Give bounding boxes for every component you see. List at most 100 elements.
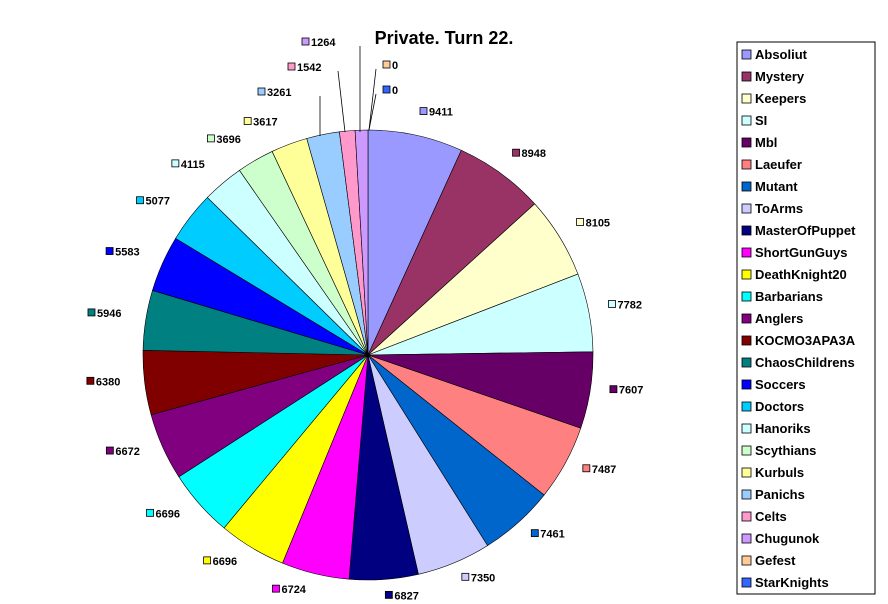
legend-label: Kurbuls [755, 465, 804, 480]
data-label-mbl: 7607 [609, 385, 643, 397]
legend-swatch [741, 533, 752, 544]
legend-swatch [741, 181, 752, 192]
data-label-chugunok: 1264 [301, 37, 336, 49]
legend-label: Mbl [755, 135, 777, 150]
legend-label: Absoliut [755, 47, 808, 62]
leader-line [337, 70, 346, 133]
legend-swatch [741, 115, 752, 126]
legend-swatch [741, 445, 752, 456]
data-label-value: 5946 [97, 308, 121, 320]
legend-swatch [741, 555, 752, 566]
data-label-swatch [206, 134, 215, 143]
data-label-swatch [419, 107, 428, 115]
data-label-chaoschildrens: 5946 [87, 308, 121, 320]
data-label-swatch [87, 308, 96, 317]
data-label-value: 8105 [586, 217, 610, 229]
legend-swatch [741, 203, 752, 214]
data-label-swatch [287, 62, 296, 71]
data-label-value: 7487 [592, 464, 616, 476]
data-label-swatch [146, 508, 154, 517]
data-label-value: 8948 [522, 148, 546, 160]
data-label-soccers: 5583 [105, 247, 140, 259]
data-label-swatch [530, 529, 539, 538]
data-label-value: 7607 [619, 385, 643, 397]
legend-item-doctors: Doctors [741, 399, 804, 414]
legend-swatch [741, 357, 752, 368]
legend-item-celts: Celts [741, 509, 787, 524]
legend-label: SI [755, 113, 767, 128]
legend-swatch [741, 511, 752, 522]
data-label-gefest: 0 [382, 60, 398, 72]
legend-item-barbarians: Barbarians [741, 289, 823, 304]
legend-item-anglers: Anglers [741, 311, 803, 326]
legend-label: Hanoriks [755, 421, 811, 436]
leader-line [368, 68, 377, 131]
legend-label: Soccers [755, 377, 806, 392]
data-label-mystery: 8948 [512, 148, 546, 160]
legend-item-chaoschildrens: ChaosChildrens [741, 355, 855, 370]
legend-swatch [741, 401, 752, 412]
data-label-swatch [105, 446, 114, 455]
legend-item-chugunok: Chugunok [741, 531, 820, 546]
data-label-value: 6696 [156, 508, 180, 520]
data-label-swatch [105, 247, 114, 255]
legend-label: Doctors [755, 399, 804, 414]
data-label-value: 3696 [216, 134, 240, 146]
data-label-mutant: 7461 [530, 529, 565, 541]
legend-item-panichs: Panichs [741, 487, 805, 502]
data-label-swatch [243, 117, 252, 125]
data-label-value: 4115 [181, 159, 205, 171]
legend-item-mutant: Mutant [741, 179, 798, 194]
legend-swatch [741, 313, 752, 324]
legend-label: Scythians [755, 443, 816, 458]
data-label-value: 7350 [471, 572, 495, 584]
data-label-value: 6380 [96, 376, 120, 388]
legend-swatch [741, 423, 752, 434]
data-label-doctors: 5077 [136, 196, 170, 208]
legend-box [736, 41, 876, 595]
data-labels: 9411 8948 8105 7782 7607 7487 7461 7350 6827 6724… [86, 37, 643, 602]
legend-swatch [741, 49, 752, 60]
legend-item-scythians: Scythians [741, 443, 816, 458]
legend-swatch [741, 467, 752, 478]
legend-label: Chugunok [755, 531, 820, 546]
data-label-value: 3617 [253, 117, 277, 129]
data-label-hanoriks: 4115 [171, 159, 205, 171]
legend-label: StarKnights [755, 575, 829, 590]
legend-item-keepers: Keepers [741, 91, 806, 106]
legend-label: DeathKnight20 [755, 267, 847, 282]
legend-item-laeufer: Laeufer [741, 157, 802, 172]
data-label-toarms: 7350 [461, 572, 495, 584]
data-label-swatch [384, 590, 393, 599]
data-label-value: 0 [392, 85, 398, 97]
legend-item-deathknight20: DeathKnight20 [741, 267, 847, 282]
legend-item-soccers: Soccers [741, 377, 806, 392]
data-label-keepers: 8105 [576, 217, 610, 229]
data-label-shortgunguys: 6724 [272, 584, 307, 596]
legend-swatch [741, 489, 752, 500]
legend-swatch [741, 137, 752, 148]
data-label-value: 6724 [281, 584, 306, 596]
data-label-swatch [512, 148, 520, 157]
legend-label: Mutant [755, 179, 798, 194]
legend-item-kocmo3apa3a: KOCMO3APA3A [741, 333, 856, 348]
pie-slice-chugunok [354, 129, 369, 356]
legend-label: Mystery [755, 69, 805, 84]
data-label-starknights: 0 [382, 85, 398, 97]
data-label-swatch [136, 196, 144, 205]
data-label-value: 1264 [311, 37, 336, 49]
legend-label: Anglers [755, 311, 803, 326]
data-label-swatch [582, 464, 591, 473]
legend-swatch [741, 577, 752, 588]
data-label-swatch [609, 385, 618, 394]
data-label-kocmo3apa3a: 6380 [86, 376, 120, 388]
legend-label: ToArms [755, 201, 803, 216]
legend-item-toarms: ToArms [741, 201, 803, 216]
legend-item-gefest: Gefest [741, 553, 796, 568]
data-label-value: 5583 [115, 247, 139, 259]
legend-label: Celts [755, 509, 787, 524]
legend-swatch [741, 71, 752, 82]
data-label-value: 6696 [213, 556, 237, 568]
data-label-value: 9411 [429, 107, 453, 119]
